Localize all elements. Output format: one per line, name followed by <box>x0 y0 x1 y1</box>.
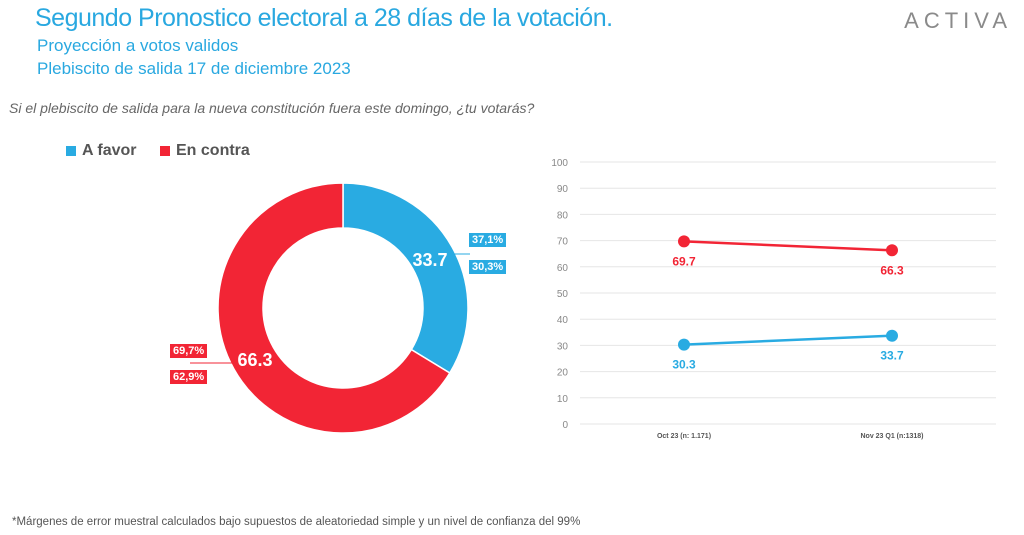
footnote: *Márgenes de error muestral calculados b… <box>12 516 581 528</box>
legend-swatch <box>160 146 170 156</box>
contra-range-low: 62,9% <box>170 370 208 384</box>
y-tick-label: 50 <box>557 289 569 300</box>
line-chart: 0 10 20 30 40 50 60 70 80 90 100 Oct 23 (n: 1.171) N… <box>551 158 996 440</box>
x-tick-label: Nov 23 Q1 (n:1318) <box>860 433 923 440</box>
y-tick-label: 40 <box>557 315 569 326</box>
donut-slice-0 <box>342 182 469 375</box>
donut-label-contra: 66.3 <box>237 350 272 370</box>
data-point <box>678 338 690 351</box>
page-title: Segundo Pronostico electoral a 28 días d… <box>35 4 613 32</box>
data-label: 30.3 <box>672 358 696 372</box>
legend-swatch <box>66 146 76 156</box>
y-tick-label: 60 <box>557 263 569 274</box>
data-label: 66.3 <box>880 263 904 277</box>
data-point <box>886 244 898 257</box>
activa-logo: ACTIVA <box>904 8 1012 33</box>
y-tick-label: 100 <box>551 158 568 169</box>
y-tick-label: 70 <box>557 237 569 248</box>
donut-chart: 33.7 66.3 <box>190 182 470 434</box>
data-label: 33.7 <box>880 349 904 363</box>
donut-label-favor: 33.7 <box>412 250 447 270</box>
donut-slice-1 <box>217 182 451 434</box>
y-tick-label: 10 <box>557 394 569 405</box>
subtitle-date: Plebiscito de salida 17 de diciembre 202… <box>37 59 351 78</box>
legend-item-contra: En contra <box>160 142 250 160</box>
y-tick-label: 0 <box>562 420 568 431</box>
favor-range-low: 30,3% <box>469 260 507 274</box>
legend-item-favor: A favor <box>66 142 137 160</box>
data-point <box>678 235 690 248</box>
series-line-0 <box>683 240 893 252</box>
y-tick-label: 90 <box>557 184 569 195</box>
x-tick-label: Oct 23 (n: 1.171) <box>657 433 711 440</box>
data-point <box>886 329 898 342</box>
question-text: Si el plebiscito de salida para la nueva… <box>9 100 535 116</box>
y-tick-label: 30 <box>557 341 569 352</box>
subtitle: Proyección a votos validos <box>37 36 239 55</box>
series-line-1 <box>683 334 893 346</box>
contra-range-high: 69,7% <box>170 344 208 358</box>
legend-label: En contra <box>176 142 250 159</box>
y-tick-label: 20 <box>557 368 569 379</box>
legend-label: A favor <box>82 142 137 159</box>
favor-range-high: 37,1% <box>469 233 507 247</box>
data-label: 69.7 <box>672 254 696 268</box>
y-tick-label: 80 <box>557 210 569 221</box>
